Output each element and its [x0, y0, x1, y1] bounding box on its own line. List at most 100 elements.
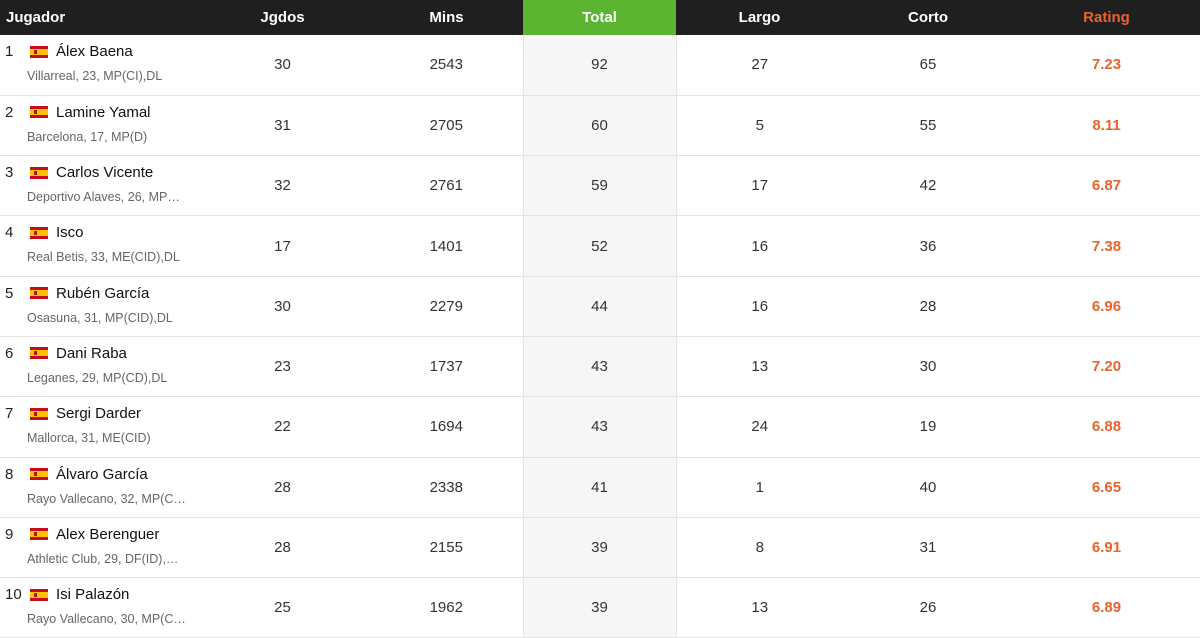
rating-cell: 6.89 [1013, 577, 1200, 638]
header-player[interactable]: Jugador [0, 0, 195, 35]
player-name-line: Isco [30, 224, 84, 241]
player-name-line: Carlos Vicente [30, 164, 153, 181]
mins-cell: 1737 [370, 336, 523, 398]
table-row: 2 Lamine Yamal Barcelona, 17, MP(D) 31 2… [0, 95, 1200, 157]
player-name-link[interactable]: Álex Baena [56, 43, 133, 60]
games-cell: 30 [195, 35, 370, 96]
rating-cell: 6.65 [1013, 457, 1200, 518]
long-cell: 5 [676, 95, 843, 157]
header-mins[interactable]: Mins [370, 0, 523, 35]
table-row: 1 Álex Baena Villarreal, 23, MP(CI),DL 3… [0, 35, 1200, 96]
games-cell: 28 [195, 457, 370, 518]
total-cell: 52 [522, 215, 677, 277]
rank: 7 [5, 405, 14, 423]
total-cell: 39 [522, 577, 677, 638]
table-row: 8 Álvaro García Rayo Vallecano, 32, MP(C… [0, 457, 1200, 518]
rank: 3 [5, 164, 14, 182]
games-cell: 30 [195, 276, 370, 337]
table-row: 10 Isi Palazón Rayo Vallecano, 30, MP(C…… [0, 577, 1200, 638]
total-cell: 59 [522, 155, 677, 217]
rating-cell: 8.11 [1013, 95, 1200, 157]
spain-flag-icon [30, 528, 48, 541]
player-name-link[interactable]: Alex Berenguer [56, 525, 160, 543]
long-cell: 27 [676, 35, 843, 96]
long-cell: 17 [676, 155, 843, 217]
total-cell: 43 [522, 336, 677, 398]
player-name-link[interactable]: Rubén García [56, 284, 150, 302]
player-meta: Osasuna, 31, MP(CID),DL [27, 310, 173, 325]
header-games[interactable]: Jgdos [195, 0, 370, 35]
spain-flag-icon [30, 166, 48, 179]
mins-cell: 1962 [370, 577, 523, 638]
total-cell: 43 [522, 396, 677, 458]
header-short[interactable]: Corto [843, 0, 1013, 35]
short-cell: 55 [843, 95, 1013, 157]
player-name-link[interactable]: Carlos Vicente [56, 164, 154, 182]
player-name-line: Sergi Darder [30, 405, 141, 422]
table-row: 3 Carlos Vicente Deportivo Alaves, 26, M… [0, 155, 1200, 217]
player-name-line: Alex Berenguer [30, 526, 159, 543]
table-row: 6 Dani Raba Leganes, 29, MP(CD),DL 23 17… [0, 336, 1200, 398]
long-cell: 8 [676, 517, 843, 579]
spain-flag-icon [30, 45, 48, 58]
player-cell: 8 Álvaro García Rayo Vallecano, 32, MP(C… [0, 457, 195, 518]
rating-cell: 7.23 [1013, 35, 1200, 96]
player-meta: Real Betis, 33, ME(CID),DL [27, 250, 180, 265]
player-meta: Villarreal, 23, MP(CI),DL [27, 69, 163, 83]
table-row: 9 Alex Berenguer Athletic Club, 29, DF(I… [0, 517, 1200, 579]
short-cell: 19 [843, 396, 1013, 458]
games-cell: 17 [195, 215, 370, 277]
mins-cell: 1401 [370, 215, 523, 277]
rank: 4 [5, 224, 14, 242]
player-name-link[interactable]: Álvaro García [56, 465, 148, 483]
long-cell: 1 [676, 457, 843, 518]
player-name-line: Álvaro García [30, 466, 148, 483]
spain-flag-icon [30, 588, 48, 601]
short-cell: 28 [843, 276, 1013, 337]
games-cell: 28 [195, 517, 370, 579]
player-cell: 3 Carlos Vicente Deportivo Alaves, 26, M… [0, 155, 195, 217]
games-cell: 32 [195, 155, 370, 217]
player-meta: Deportivo Alaves, 26, MP… [27, 190, 180, 205]
player-name-link[interactable]: Isi Palazón [56, 586, 130, 604]
player-name-link[interactable]: Sergi Darder [56, 405, 142, 423]
player-cell: 9 Alex Berenguer Athletic Club, 29, DF(I… [0, 517, 195, 579]
short-cell: 30 [843, 336, 1013, 398]
player-meta: Leganes, 29, MP(CD),DL [27, 370, 168, 385]
games-cell: 31 [195, 95, 370, 157]
long-cell: 16 [676, 276, 843, 337]
rank: 8 [5, 465, 14, 483]
spain-flag-icon [30, 287, 48, 300]
short-cell: 40 [843, 457, 1013, 518]
games-cell: 23 [195, 336, 370, 398]
player-cell: 10 Isi Palazón Rayo Vallecano, 30, MP(C… [0, 577, 195, 638]
mins-cell: 1694 [370, 396, 523, 458]
rating-cell: 7.20 [1013, 336, 1200, 398]
player-meta: Mallorca, 31, ME(CID) [27, 431, 151, 446]
player-cell: 6 Dani Raba Leganes, 29, MP(CD),DL [0, 336, 195, 398]
rating-cell: 6.87 [1013, 155, 1200, 217]
mins-cell: 2338 [370, 457, 523, 518]
player-meta: Barcelona, 17, MP(D) [27, 129, 148, 144]
spain-flag-icon [30, 106, 48, 119]
player-name-link[interactable]: Lamine Yamal [56, 103, 151, 121]
header-rating[interactable]: Rating [1013, 0, 1200, 35]
header-long[interactable]: Largo [676, 0, 843, 35]
long-cell: 13 [676, 577, 843, 638]
rank: 1 [5, 43, 14, 60]
player-cell: 1 Álex Baena Villarreal, 23, MP(CI),DL [0, 35, 195, 96]
rating-cell: 6.88 [1013, 396, 1200, 458]
player-name-link[interactable]: Isco [56, 224, 84, 242]
table-row: 5 Rubén García Osasuna, 31, MP(CID),DL 3… [0, 276, 1200, 337]
spain-flag-icon [30, 407, 48, 420]
rank: 9 [5, 525, 14, 543]
short-cell: 42 [843, 155, 1013, 217]
rank: 10 [5, 586, 22, 604]
total-cell: 92 [522, 35, 677, 96]
mins-cell: 2761 [370, 155, 523, 217]
rating-cell: 6.91 [1013, 517, 1200, 579]
player-name-link[interactable]: Dani Raba [56, 344, 127, 362]
header-total[interactable]: Total [523, 0, 676, 35]
player-name-line: Álex Baena [30, 43, 133, 60]
